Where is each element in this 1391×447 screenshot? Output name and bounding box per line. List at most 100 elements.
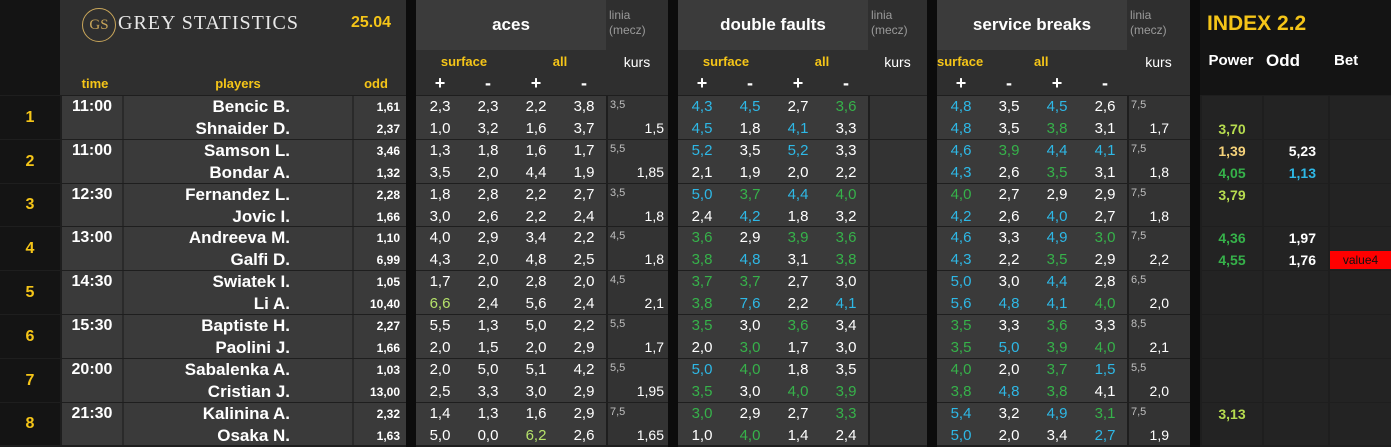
sb-value: 2,0 [998,360,1020,378]
aces-value: 2,2 [525,185,547,203]
aces-value: 5,0 [525,317,547,334]
df-value: 2,7 [787,273,809,291]
sb-kurs-value: 2,1 [1149,338,1169,355]
sb-value: 3,1 [1094,404,1116,422]
player-odd: 3,46 [376,143,400,158]
sb-linia-value: 5,5 [1131,361,1147,374]
index-odd-value: 1,13 [1288,164,1316,181]
df-value: 2,4 [691,207,713,225]
player-name: Fernandez L. [185,184,290,204]
sb-value: 4,4 [1046,273,1068,291]
sb-value: 2,9 [1094,185,1116,203]
sb-all-plus: + [1051,73,1063,93]
sb-linia-value: 7,5 [1131,186,1147,199]
sb-value: 4,0 [1094,295,1116,313]
row-odd-bg [1264,183,1328,227]
df-value: 1,8 [787,207,809,225]
power-value: 4,36 [1218,230,1246,247]
aces-value: 3,4 [525,229,547,247]
row-sb-bg [937,358,1127,402]
index-odd: Odd [1266,51,1300,70]
row-num-cell [0,96,60,139]
df-value: 5,2 [691,141,713,159]
player-name: Sabalenka A. [184,359,290,379]
sep-1 [406,0,416,447]
df-value: 3,3 [835,404,857,422]
row-df-line-bg [870,271,927,314]
row-aces-line-bg [608,271,668,314]
aces-value: 2,7 [573,185,595,203]
aces-value: 5,0 [429,426,451,444]
aces-all-minus: - [581,73,587,93]
sb-value: 3,9 [1046,338,1068,356]
player-name: Bencic B. [212,97,290,116]
aces-value: 1,6 [525,141,547,159]
df-surface-minus: - [747,73,753,93]
sb-value: 3,1 [1094,119,1116,137]
aces-value: 4,8 [525,251,547,269]
odd-divider [352,358,354,402]
sb-value: 2,7 [998,185,1020,203]
aces-value: 1,6 [525,404,547,422]
df-surface: surface [702,54,750,69]
aces-value: 2,5 [429,382,451,400]
sb-value: 2,9 [1094,251,1116,269]
sb-kurs-value: 1,7 [1149,119,1169,136]
aces-value: 3,3 [477,382,499,400]
df-value: 3,8 [691,295,713,313]
row-sb-bg [937,315,1127,358]
index-bet: Bet [1334,52,1359,69]
df-value: 3,0 [739,382,761,400]
sb-value: 4,6 [950,229,972,247]
power-value: 3,13 [1218,405,1246,422]
row-number: 8 [25,415,35,433]
sb-kurs-value: 2,0 [1149,295,1169,312]
aces-linia-value: 3,5 [610,186,626,199]
row-aces-line-bg [608,227,668,271]
df-value: 3,7 [739,273,761,291]
aces-value: 2,9 [573,382,595,400]
df-all: all [814,54,830,69]
sb-value: 3,3 [998,317,1020,334]
aces-linia-value: 5,5 [610,142,626,155]
odd-divider [352,402,354,446]
player-odd: 1,05 [376,275,400,290]
aces-value: 2,9 [477,229,499,247]
df-value: 3,0 [835,273,857,291]
row-sb-line-bg [1129,315,1190,358]
sb-value: 4,1 [1094,141,1116,159]
header-left-margin [0,0,60,95]
sb-value: 3,5 [1046,251,1068,269]
df-value: 4,5 [739,98,761,115]
player-odd: 13,00 [369,384,400,399]
aces-title: aces [416,0,606,50]
aces-kurs-value: 1,65 [636,426,664,443]
sb-value: 3,4 [1046,426,1068,444]
aces-value: 2,0 [477,273,499,291]
sb-value: 2,9 [1046,185,1068,203]
row-num-cell [0,183,60,227]
row-odd-bg [1264,271,1328,314]
time-divider [122,96,124,139]
df-value: 1,8 [739,119,761,137]
player-odd: 1,63 [376,428,400,443]
sb-value: 3,1 [1094,163,1116,181]
df-value: 2,2 [787,295,809,313]
aces-value: 3,2 [477,119,499,137]
aces-value: 1,8 [429,185,451,203]
row-sb-line-bg [1129,96,1190,139]
row-aces-bg [416,358,606,402]
odd-divider [352,96,354,139]
sb-value: 3,8 [1046,382,1068,400]
sb-value: 4,8 [998,295,1020,313]
sb-value: 3,6 [1046,317,1068,334]
row-sb-line-bg [1129,271,1190,314]
df-value: 3,5 [835,360,857,378]
row-bet-bg [1330,183,1391,227]
df-value: 2,4 [835,426,857,444]
df-value: 3,7 [739,185,761,203]
player-name: Galfi D. [230,250,290,270]
aces-all-plus: + [530,73,542,93]
row-sb-bg [937,183,1127,227]
match-time: 20:00 [71,360,113,378]
